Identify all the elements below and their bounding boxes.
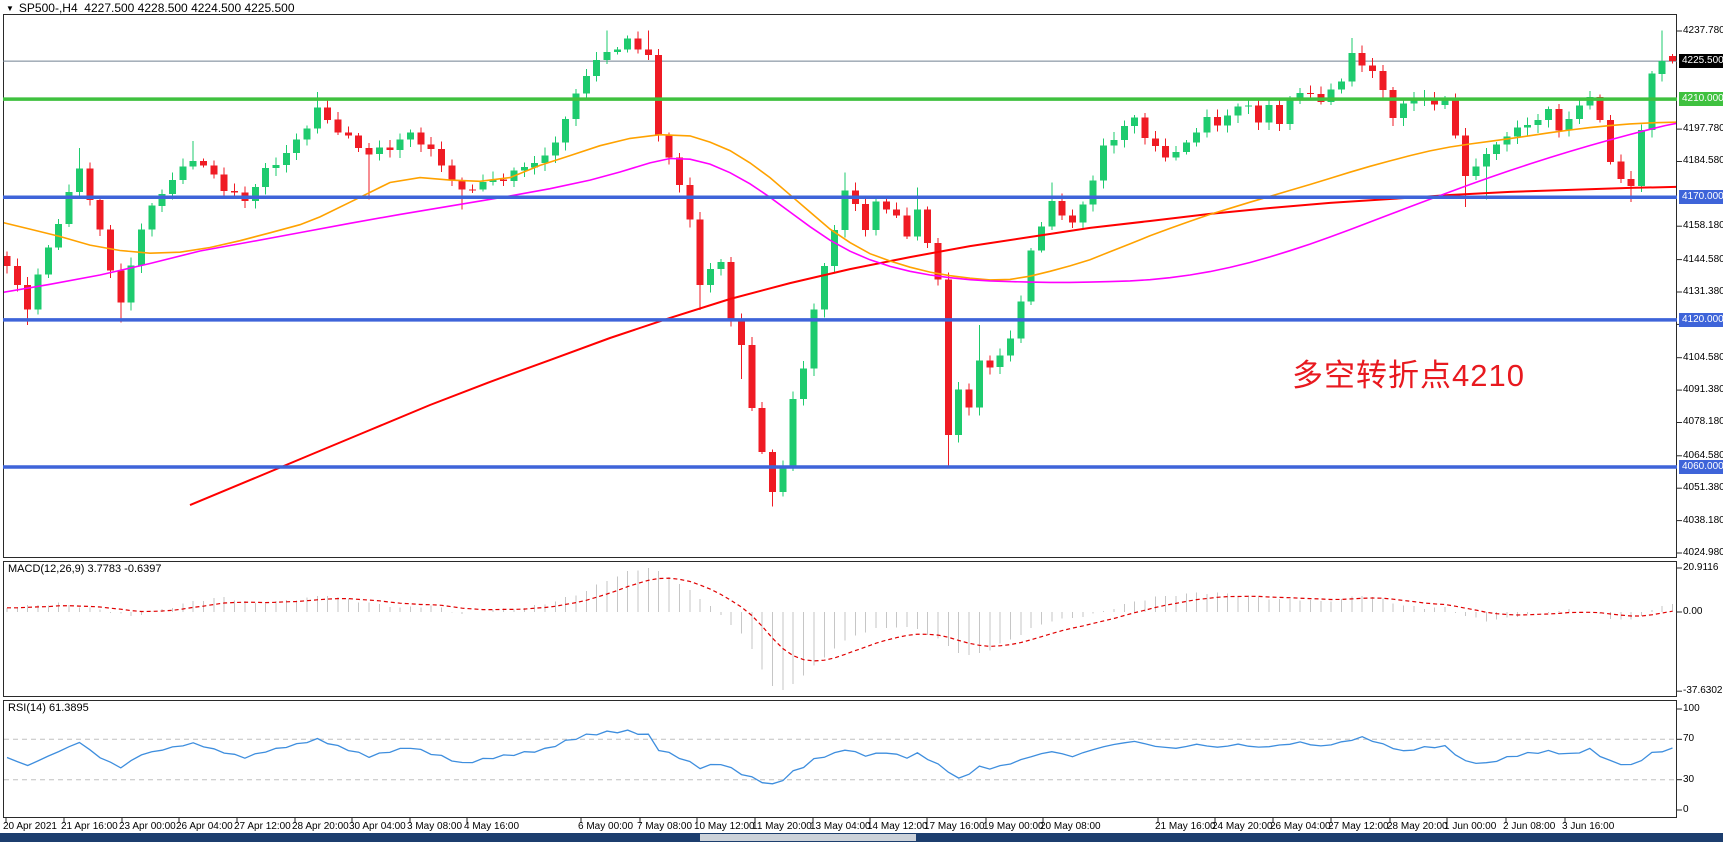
chart-title-bar: ▼ SP500-,H4 4227.500 4228.500 4224.500 42… xyxy=(6,1,295,15)
time-axis-label: 24 May 20:00 xyxy=(1212,821,1273,832)
time-axis-label: 3 Jun 16:00 xyxy=(1562,821,1615,832)
time-axis-label: 6 May 00:00 xyxy=(578,821,634,832)
rsi-axis-label: 0 xyxy=(1683,804,1689,815)
price-axis-label: 4237.780 xyxy=(1683,25,1723,36)
price-axis-label: 4104.580 xyxy=(1683,351,1723,363)
macd-axis-label: -37.6302 xyxy=(1683,685,1723,697)
time-axis-label: 14 May 12:00 xyxy=(867,821,928,832)
chart-symbol-title: SP500-,H4 xyxy=(18,1,78,15)
time-axis-label: 11 May 20:00 xyxy=(752,821,812,832)
time-axis-label: 2 Jun 08:00 xyxy=(1503,821,1556,832)
price-axis-label: 4144.580 xyxy=(1683,253,1723,265)
scrollbar-thumb[interactable] xyxy=(700,834,916,841)
horizontal-scrollbar[interactable] xyxy=(0,833,1723,842)
time-axis-label: 7 May 08:00 xyxy=(637,821,693,832)
time-axis-label: 27 May 12:00 xyxy=(1328,821,1389,832)
price-axis-label: 4064.580 xyxy=(1683,449,1723,461)
macd-indicator-label: MACD(12,26,9) 3.7783 -0.6397 xyxy=(8,563,162,575)
macd-axis-label: 20.9116 xyxy=(1683,562,1719,573)
time-axis-label: 21 Apr 16:00 xyxy=(61,821,118,832)
price-tag-4170.000: 4170.000 xyxy=(1679,190,1723,205)
price-axis-label: 4051.380 xyxy=(1683,482,1723,494)
rsi-axis-label: 70 xyxy=(1683,733,1695,745)
price-axis-label: 4038.180 xyxy=(1683,514,1723,526)
time-axis-label: 19 May 00:00 xyxy=(983,821,1044,832)
time-axis-label: 17 May 16:00 xyxy=(924,821,985,832)
chart-ohlc-values: 4227.500 4228.500 4224.500 4225.500 xyxy=(84,1,295,15)
price-axis-label: 4197.780 xyxy=(1683,123,1723,135)
rsi-axis-label: 30 xyxy=(1683,773,1695,785)
rsi-axis-label: 100 xyxy=(1683,703,1700,714)
time-axis-label: 28 Apr 20:00 xyxy=(292,821,349,832)
price-axis-label: 4158.180 xyxy=(1683,220,1723,232)
price-axis-label: 4091.380 xyxy=(1683,384,1723,396)
time-axis-label: 13 May 04:00 xyxy=(810,821,871,832)
time-axis-label: 20 May 08:00 xyxy=(1040,821,1101,832)
price-axis-label: 4184.580 xyxy=(1683,155,1723,167)
time-axis-label: 30 Apr 04:00 xyxy=(349,821,406,832)
time-axis-label: 20 Apr 2021 xyxy=(3,821,57,832)
time-axis-label: 26 Apr 04:00 xyxy=(176,821,233,832)
price-tag-4225.500: 4225.500 xyxy=(1679,54,1723,69)
time-axis-label: 21 May 16:00 xyxy=(1155,821,1216,832)
price-tag-4060.000: 4060.000 xyxy=(1679,460,1723,475)
symbol-dropdown-icon[interactable]: ▼ xyxy=(6,4,14,13)
time-axis-label: 3 May 08:00 xyxy=(407,821,463,832)
time-axis-label: 1 Jun 00:00 xyxy=(1444,821,1497,832)
rsi-indicator-label: RSI(14) 61.3895 xyxy=(8,702,89,714)
time-axis-label: 23 Apr 00:00 xyxy=(119,821,176,832)
price-axis-label: 4131.380 xyxy=(1683,285,1723,297)
time-axis-label: 4 May 16:00 xyxy=(464,821,520,832)
time-axis-label: 10 May 12:00 xyxy=(694,821,755,832)
price-tag-4120.000: 4120.000 xyxy=(1679,312,1723,327)
price-annotation[interactable]: 多空转折点4210 xyxy=(1292,358,1525,393)
price-tag-4210.000: 4210.000 xyxy=(1679,92,1723,107)
price-axis-label: 4024.980 xyxy=(1683,546,1723,558)
time-axis-label: 26 May 04:00 xyxy=(1270,821,1331,832)
time-axis-label: 28 May 20:00 xyxy=(1387,821,1448,832)
macd-axis-label: 0.00 xyxy=(1683,606,1703,617)
price-axis-label: 4078.180 xyxy=(1683,416,1723,428)
time-axis-label: 27 Apr 12:00 xyxy=(234,821,291,832)
